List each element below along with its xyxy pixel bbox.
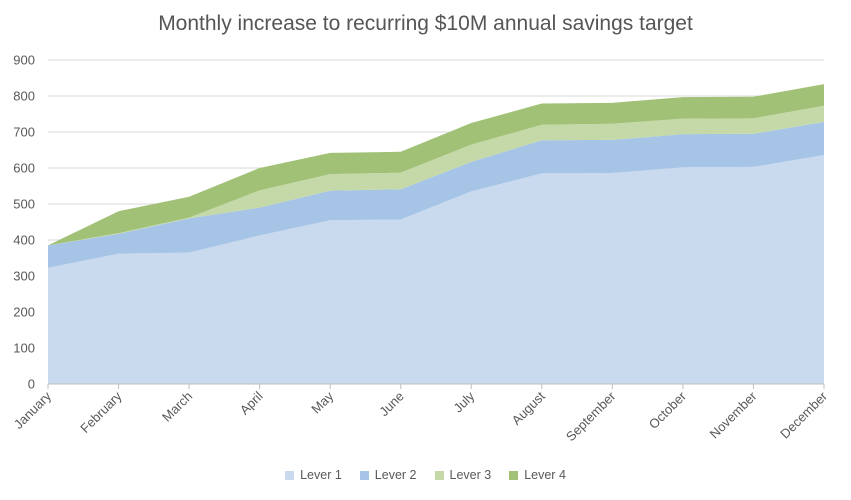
x-tick-label: January — [11, 388, 55, 432]
legend-label: Lever 2 — [374, 468, 417, 482]
y-tick-label: 700 — [13, 125, 35, 140]
legend-label: Lever 3 — [449, 468, 492, 482]
x-tick-label: April — [237, 388, 266, 417]
x-tick-labels: January February March April May June July Augu… — [11, 388, 831, 444]
x-tick-label: June — [376, 389, 407, 420]
y-tick-label: 500 — [13, 197, 35, 212]
y-tick-label: 100 — [13, 341, 35, 356]
legend-item: Lever 4 — [509, 468, 566, 482]
legend-swatch — [285, 470, 295, 480]
area-lever-1 — [48, 155, 824, 384]
x-tick-label: September — [563, 388, 619, 444]
legend-swatch — [509, 470, 519, 480]
x-tick-label: February — [77, 388, 125, 436]
x-tick-label: October — [646, 388, 690, 432]
x-tick-label: March — [159, 389, 195, 425]
legend-item: Lever 3 — [434, 468, 492, 482]
legend-item: Lever 1 — [285, 468, 342, 482]
area-lever-3 — [48, 105, 824, 246]
x-tick-label: December — [777, 388, 830, 441]
legend-label: Lever 1 — [300, 468, 342, 482]
y-tick-labels: 0 100 200 300 400 500 600 700 800 900 — [13, 53, 35, 392]
x-tick-label: August — [509, 388, 548, 427]
axes — [47, 383, 825, 389]
legend-swatch — [359, 470, 369, 480]
chart-title: Monthly increase to recurring $10M annua… — [158, 12, 693, 35]
y-tick-label: 400 — [13, 233, 35, 248]
x-tick-label: July — [450, 388, 477, 415]
x-tick-label: November — [707, 388, 760, 441]
area-series-group — [48, 84, 824, 384]
y-tick-label: 900 — [13, 53, 35, 68]
area-lever-2 — [48, 121, 824, 268]
area-lever-4 — [48, 84, 824, 246]
y-tick-label: 600 — [13, 161, 35, 176]
y-tick-label: 300 — [13, 269, 35, 284]
x-tick-label: May — [308, 388, 336, 416]
legend-item: Lever 2 — [359, 468, 417, 482]
legend: Lever 1 Lever 2 Lever 3 Lever 4 — [0, 468, 851, 482]
y-tick-label: 800 — [13, 89, 35, 104]
y-tick-label: 200 — [13, 305, 35, 320]
legend-label: Lever 4 — [524, 468, 566, 482]
y-tick-label: 0 — [28, 377, 35, 392]
legend-swatch — [434, 470, 444, 480]
